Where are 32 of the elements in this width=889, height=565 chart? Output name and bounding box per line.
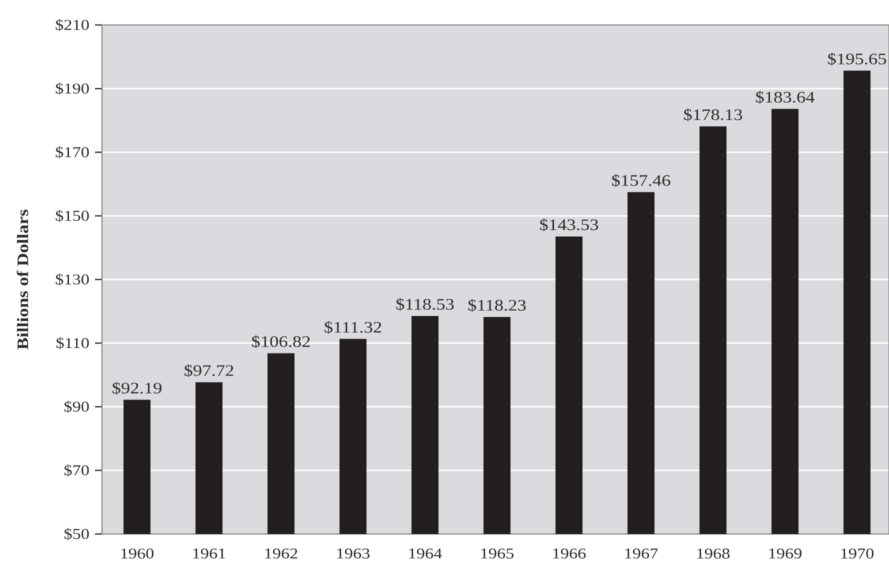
y-tick-label: $210 <box>56 19 89 31</box>
x-tick-label: 1965 <box>481 548 514 559</box>
data-label: $143.53 <box>540 218 598 232</box>
y-tick-label: $50 <box>64 528 89 540</box>
data-label: $111.32 <box>324 320 382 334</box>
x-tick-label: 1969 <box>769 548 802 559</box>
data-label: $97.72 <box>184 364 234 377</box>
y-tick-label: $130 <box>56 274 89 286</box>
x-tick-label: 1962 <box>265 548 298 559</box>
x-tick-label: 1964 <box>409 548 442 559</box>
x-tick-label: 1970 <box>841 548 874 559</box>
data-label: $92.19 <box>112 382 162 395</box>
x-tick-label: 1960 <box>121 548 154 559</box>
y-tick-label: $110 <box>56 337 89 350</box>
x-tick-label: 1968 <box>697 548 730 559</box>
y-tick-label: $190 <box>56 82 89 95</box>
y-tick-label: $170 <box>56 146 89 158</box>
data-label: $106.82 <box>252 335 310 348</box>
data-label: $195.65 <box>828 52 886 66</box>
data-label: $157.46 <box>612 174 670 187</box>
y-tick-label: $70 <box>64 464 89 476</box>
data-label: $118.53 <box>396 298 454 311</box>
x-tick-label: 1963 <box>337 548 370 559</box>
data-label: $183.64 <box>756 90 815 104</box>
data-label: $178.13 <box>684 108 742 122</box>
y-axis-title: Billions of Dollars <box>16 210 28 350</box>
x-tick-label: 1961 <box>193 548 226 559</box>
x-tick-label: 1967 <box>625 548 658 559</box>
y-tick-label: $150 <box>56 210 89 222</box>
y-tick-label: $90 <box>64 400 89 413</box>
data-label: $118.23 <box>468 298 526 312</box>
x-tick-label: 1966 <box>553 548 586 559</box>
